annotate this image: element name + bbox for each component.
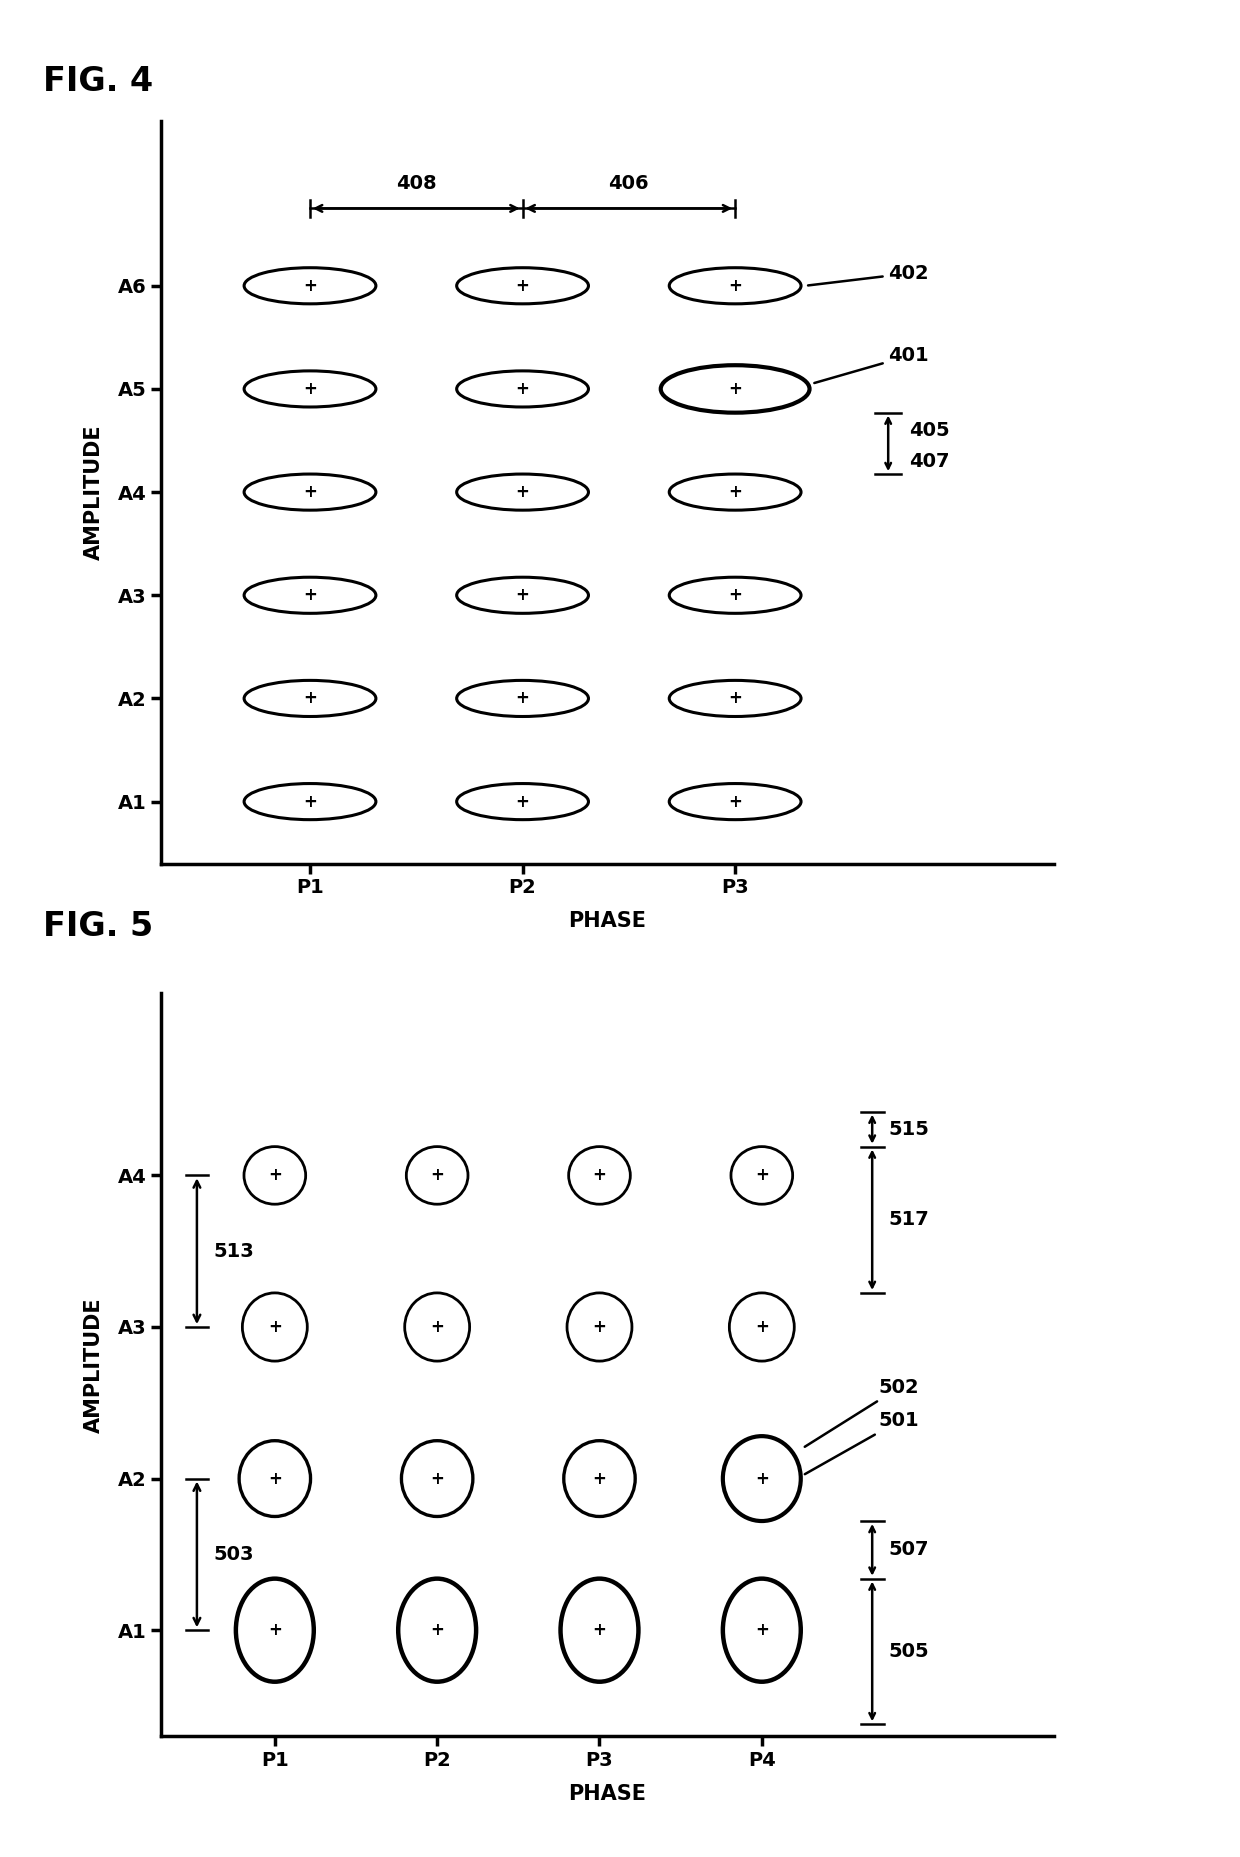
Text: +: + (593, 1318, 606, 1335)
Text: +: + (268, 1621, 281, 1640)
Text: 517: 517 (888, 1211, 929, 1229)
Y-axis label: AMPLITUDE: AMPLITUDE (84, 1296, 104, 1434)
Text: +: + (516, 793, 529, 812)
Text: +: + (593, 1166, 606, 1185)
Text: +: + (268, 1469, 281, 1487)
Text: +: + (303, 689, 317, 708)
Text: +: + (430, 1469, 444, 1487)
Text: +: + (516, 587, 529, 604)
Text: +: + (268, 1318, 281, 1335)
X-axis label: PHASE: PHASE (569, 912, 646, 930)
Text: 406: 406 (609, 175, 650, 193)
Text: 501: 501 (805, 1411, 919, 1474)
Text: 502: 502 (805, 1378, 919, 1447)
Text: 405: 405 (909, 422, 950, 440)
Text: +: + (430, 1621, 444, 1640)
Text: +: + (593, 1469, 606, 1487)
Text: +: + (430, 1318, 444, 1335)
Text: +: + (755, 1166, 769, 1185)
Text: +: + (516, 381, 529, 397)
Text: +: + (303, 277, 317, 295)
Text: 503: 503 (213, 1545, 254, 1564)
Text: +: + (755, 1469, 769, 1487)
Text: 408: 408 (396, 175, 436, 193)
Text: 507: 507 (888, 1539, 929, 1560)
Text: FIG. 5: FIG. 5 (43, 910, 154, 943)
Text: +: + (728, 689, 742, 708)
Text: +: + (303, 381, 317, 397)
Text: +: + (755, 1318, 769, 1335)
Text: 505: 505 (888, 1642, 929, 1660)
Text: +: + (430, 1166, 444, 1185)
Text: +: + (728, 277, 742, 295)
Text: FIG. 4: FIG. 4 (43, 65, 154, 98)
X-axis label: PHASE: PHASE (569, 1785, 646, 1803)
Text: +: + (303, 483, 317, 501)
Text: +: + (755, 1621, 769, 1640)
Text: +: + (728, 793, 742, 812)
Text: +: + (728, 381, 742, 397)
Text: +: + (516, 483, 529, 501)
Text: +: + (593, 1621, 606, 1640)
Text: +: + (303, 793, 317, 812)
Text: 513: 513 (213, 1242, 254, 1261)
Y-axis label: AMPLITUDE: AMPLITUDE (84, 423, 104, 561)
Text: 401: 401 (815, 347, 929, 383)
Text: +: + (303, 587, 317, 604)
Text: +: + (728, 587, 742, 604)
Text: 515: 515 (888, 1120, 929, 1138)
Text: 402: 402 (808, 264, 929, 286)
Text: +: + (728, 483, 742, 501)
Text: +: + (516, 277, 529, 295)
Text: +: + (268, 1166, 281, 1185)
Text: 407: 407 (909, 453, 950, 472)
Text: +: + (516, 689, 529, 708)
